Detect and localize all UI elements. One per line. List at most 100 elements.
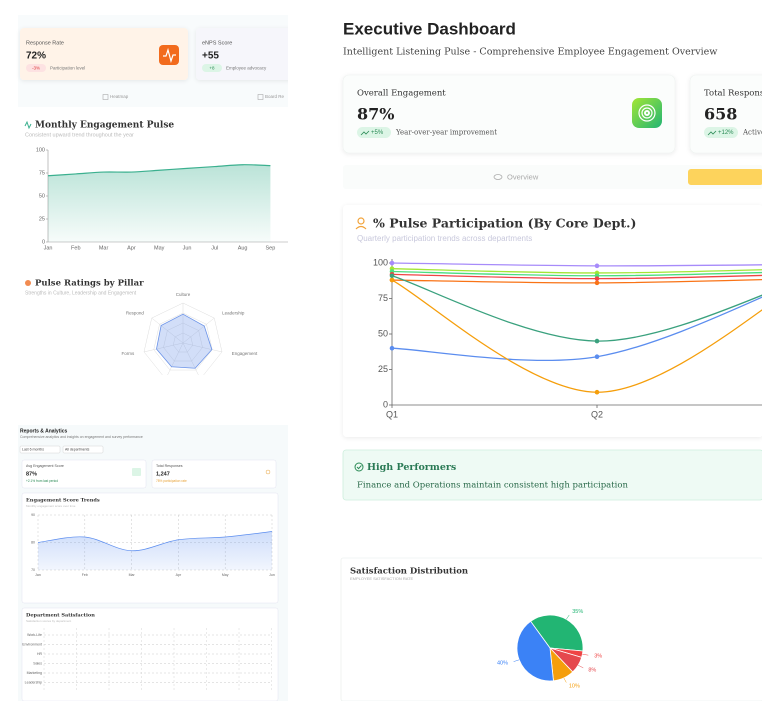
chart-subtitle: EMPLOYEE SATISFACTION RATE	[350, 576, 414, 581]
data-point	[594, 280, 600, 286]
y-tick-label: 90	[31, 513, 35, 517]
metric-card	[20, 28, 188, 80]
y-tick-label: 100	[373, 257, 388, 267]
tab-active[interactable]	[688, 169, 763, 185]
chart-title: Engagement Score Trends	[26, 498, 100, 504]
panel-title: Reports & Analytics	[20, 428, 68, 434]
page-subtitle: Intelligent Listening Pulse - Comprehens…	[343, 47, 717, 58]
dropdown[interactable]	[19, 445, 61, 454]
pie-label: 10%	[569, 684, 580, 690]
data-point	[389, 277, 395, 283]
data-point	[389, 260, 395, 266]
card-note: Year-over-year improvement	[395, 129, 497, 137]
chart-panel	[18, 268, 288, 375]
y-tick-label: 75	[39, 170, 45, 176]
y-tick-label: 70	[31, 568, 35, 572]
card-label: eNPS Score	[202, 40, 232, 46]
tab: Heatmap	[110, 94, 129, 99]
radar-spoke	[182, 317, 215, 344]
chart-title: Monthly Engagement Pulse	[35, 121, 174, 131]
callout	[342, 449, 762, 501]
line	[47, 164, 271, 177]
card-note: Employee advocacy	[226, 66, 267, 71]
title-icon	[357, 217, 365, 225]
pie-label: 40%	[497, 661, 508, 667]
radar-label: Forms	[122, 351, 135, 356]
chart-subtitle: Quarterly participation trends across de…	[357, 234, 532, 243]
callout-icon	[356, 465, 362, 470]
pie-label: 3%	[594, 653, 602, 659]
card-value: +55	[202, 51, 219, 62]
y-tick-label: Sales	[33, 661, 42, 665]
title-icon	[355, 225, 367, 230]
card-icon	[265, 469, 271, 475]
pie-leader	[566, 614, 570, 620]
chart-panel	[343, 205, 762, 437]
y-tick-label: 25	[39, 216, 45, 222]
y-tick-label: HR	[37, 652, 43, 656]
x-tick-label: Jun	[269, 573, 275, 577]
card-note: +2.1% from last period	[26, 479, 58, 483]
y-tick-label: 50	[378, 328, 388, 338]
chart-title: Satisfaction Distribution	[350, 567, 468, 577]
radar-spoke	[167, 342, 184, 375]
y-tick-label: 0	[42, 239, 45, 245]
icon-glyph	[638, 104, 656, 122]
y-tick-label: 25	[378, 364, 388, 374]
y-tick-label: Work-Life	[27, 633, 42, 637]
x-tick-label: Q1	[386, 409, 398, 419]
left-column: Response Rate 72% -3% Participation level eN…	[18, 15, 288, 701]
icon-target	[632, 98, 662, 128]
card-label: Overall Engagement	[357, 89, 446, 99]
callout-title: High Performers	[367, 462, 456, 473]
chart-title: Pulse Ratings by Pillar	[35, 279, 144, 289]
tab[interactable]: Overview	[507, 172, 539, 181]
card-label: Total Responses	[704, 89, 774, 99]
radar-label: Leadership	[222, 310, 245, 315]
chart-subtitle: Monthly engagement score over time	[26, 504, 76, 508]
x-tick-label: Jul	[211, 245, 218, 251]
chart-panel	[21, 607, 279, 701]
data-point	[594, 276, 600, 281]
x-tick-label: Apr	[127, 245, 136, 251]
radar-spoke	[182, 342, 223, 353]
callout-text: Finance and Operations maintain consiste…	[357, 481, 628, 491]
metric-card	[151, 459, 277, 489]
y-tick-label: 75	[378, 293, 388, 303]
data-point	[389, 345, 395, 351]
pie-label: 35%	[572, 609, 583, 615]
card-label: Avg Engagement Score	[26, 464, 64, 468]
pie-leader	[582, 653, 589, 656]
x-tick-label: May	[222, 573, 229, 577]
x-tick-label: Feb	[71, 245, 80, 251]
radar-spoke	[143, 342, 184, 353]
y-tick-label: Marketing	[27, 671, 42, 675]
badge-arrow	[360, 130, 370, 136]
radar-label: Capability	[205, 383, 226, 388]
card-note: Active	[742, 129, 765, 137]
card-value: 1,247	[156, 471, 170, 477]
x-tick-label: Mar	[129, 573, 136, 577]
pie-leader	[563, 677, 567, 683]
radar-ring	[172, 332, 194, 353]
y-tick-label: 50	[39, 193, 45, 199]
badge-arrow	[707, 130, 717, 136]
dropdown-text: All departments	[65, 447, 90, 451]
data-point	[594, 338, 600, 344]
badge-text: -3%	[32, 66, 40, 71]
card-value: 87%	[26, 471, 37, 477]
page-title: Executive Dashboard	[343, 19, 516, 38]
tab-icon	[257, 94, 264, 100]
tab-icon	[493, 174, 503, 180]
x-tick-label: Sep	[266, 245, 276, 251]
radar-label: Respond	[126, 310, 145, 315]
area	[48, 164, 271, 242]
y-tick-label: Leadership	[25, 680, 42, 684]
dropdown[interactable]	[62, 445, 104, 454]
radar-spoke	[182, 342, 199, 375]
radar-ring	[163, 322, 203, 362]
x-tick-label: Aug	[238, 245, 248, 251]
radar-ring	[143, 302, 223, 375]
card-label: Response Rate	[26, 40, 64, 46]
